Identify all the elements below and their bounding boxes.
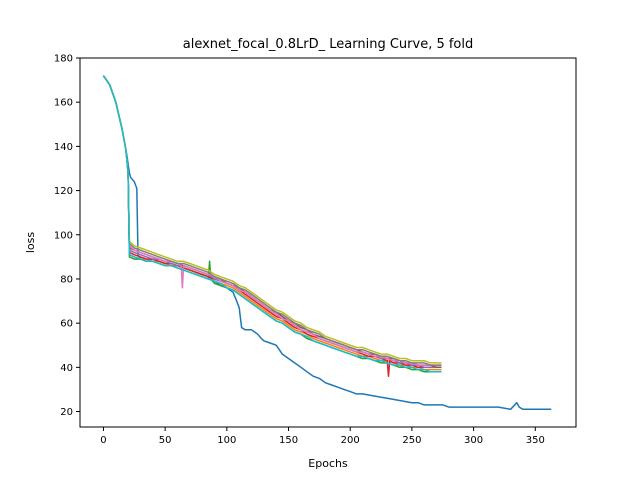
x-tick-label: 350: [526, 435, 545, 446]
x-axis-label: Epochs: [308, 457, 348, 470]
y-tick-label: 180: [54, 54, 73, 65]
x-tick-label: 300: [464, 435, 483, 446]
x-tick-label: 250: [402, 435, 421, 446]
x-tick-label: 100: [217, 435, 236, 446]
x-tick-label: 0: [100, 435, 106, 446]
y-tick-label: 40: [60, 363, 73, 374]
series-line-7: [102, 75, 442, 366]
y-tick-label: 100: [54, 230, 73, 241]
series-line-9: [102, 75, 442, 364]
plot-frame: [79, 57, 577, 428]
y-tick-label: 160: [54, 98, 73, 109]
x-tick-label: 50: [159, 435, 172, 446]
series-line-1: [102, 75, 552, 411]
x-tick-label: 150: [279, 435, 298, 446]
y-tick-label: 60: [60, 319, 73, 330]
chart-title: alexnet_focal_0.8LrD_ Learning Curve, 5 …: [183, 37, 474, 52]
series-layer: [102, 75, 552, 411]
series-line-6: [102, 75, 442, 369]
series-line-3: [102, 75, 442, 373]
y-tick-label: 80: [60, 274, 73, 285]
series-line-10: [102, 75, 442, 373]
y-tick-label: 120: [54, 186, 73, 197]
series-line-4: [102, 75, 442, 377]
y-tick-label: 140: [54, 142, 73, 153]
series-line-2: [102, 75, 442, 371]
ticks-layer: 0 50 100 150 200 250 300 350 20 40 60 80 100 120 140 16…: [54, 54, 545, 447]
x-tick-label: 200: [341, 435, 360, 446]
series-line-5: [102, 75, 442, 369]
y-axis-label: loss: [24, 232, 37, 254]
series-line-8: [102, 75, 442, 366]
y-tick-label: 20: [60, 407, 73, 418]
